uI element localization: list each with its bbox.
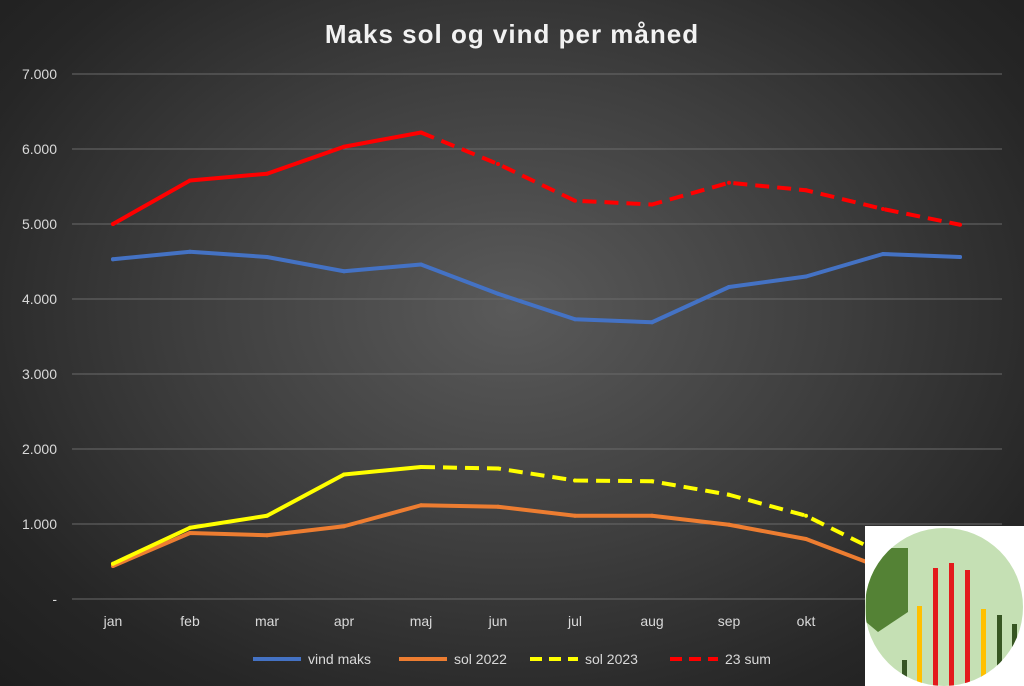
legend-item: 23 sum	[670, 651, 771, 667]
data-point	[419, 262, 423, 267]
data-point	[496, 291, 500, 296]
data-point	[111, 561, 115, 566]
data-point	[881, 207, 885, 211]
data-point	[804, 274, 808, 279]
data-point	[573, 198, 577, 203]
data-point	[573, 317, 577, 322]
logo-wing-shape	[866, 548, 908, 632]
data-point	[188, 531, 192, 535]
data-point	[496, 504, 500, 509]
data-point	[188, 249, 192, 254]
data-point	[650, 202, 654, 207]
y-tick-label: 7.000	[22, 66, 57, 82]
y-tick-label: 6.000	[22, 141, 57, 157]
data-point	[650, 479, 654, 484]
data-point	[419, 130, 423, 135]
logo-bar	[981, 609, 986, 686]
data-point	[265, 171, 269, 176]
legend-label: sol 2023	[585, 651, 638, 667]
series-line-dashed	[420, 465, 961, 586]
data-point	[188, 178, 192, 183]
data-point	[727, 492, 731, 497]
series-sol-2022	[111, 503, 962, 595]
x-tick-label: feb	[180, 613, 200, 629]
solar-wind-logo-icon	[865, 526, 1024, 686]
y-tick-label: 4.000	[22, 291, 57, 307]
legend-label: sol 2022	[454, 651, 507, 667]
series-lines	[111, 130, 962, 595]
gridlines	[72, 73, 1002, 600]
series-sol-2023	[111, 465, 962, 586]
data-point	[804, 188, 808, 193]
legend: vind maks sol 2022 sol 2023 23 sum	[253, 651, 771, 667]
series-vind-maks	[111, 249, 962, 325]
logo-bar	[997, 615, 1002, 686]
data-point	[419, 503, 423, 508]
y-tick-label: 2.000	[22, 441, 57, 457]
data-point	[958, 255, 962, 259]
y-axis-ticks: - 1.000 2.000 3.000 4.000 5.000 6.000 7.000	[22, 66, 57, 607]
data-point	[188, 525, 192, 530]
series-line-dashed	[420, 130, 961, 227]
x-tick-label: apr	[334, 613, 355, 629]
legend-label: 23 sum	[725, 651, 771, 667]
data-point	[111, 257, 115, 262]
x-tick-label: jul	[567, 613, 582, 629]
data-point	[111, 222, 115, 226]
legend-label: vind maks	[308, 651, 371, 667]
data-point	[265, 255, 269, 259]
x-axis-ticks: jan feb mar apr maj jun jul aug sep okt	[103, 613, 816, 629]
logo-bar	[949, 563, 954, 686]
legend-item: vind maks	[253, 651, 371, 667]
series-23-sum	[111, 130, 962, 227]
data-point	[342, 472, 346, 477]
data-point	[496, 162, 500, 166]
legend-item: sol 2023	[530, 651, 638, 667]
data-point	[573, 513, 577, 518]
chart-title: Maks sol og vind per måned	[325, 19, 699, 49]
x-tick-label: okt	[797, 613, 816, 629]
logo-bar	[933, 568, 938, 686]
data-point	[265, 533, 269, 538]
logo-bar	[902, 660, 907, 686]
data-point	[496, 466, 500, 471]
y-tick-label: -	[52, 591, 57, 607]
data-point	[881, 252, 885, 256]
x-tick-label: mar	[255, 613, 279, 629]
series-line	[111, 249, 962, 325]
legend-item: sol 2022	[399, 651, 507, 667]
data-point	[727, 522, 731, 527]
series-line	[111, 130, 423, 226]
data-point	[419, 465, 423, 469]
x-tick-label: jan	[103, 613, 123, 629]
logo-bar	[917, 606, 922, 686]
y-tick-label: 1.000	[22, 516, 57, 532]
data-point	[342, 269, 346, 274]
series-line	[111, 503, 962, 595]
data-point	[958, 222, 962, 227]
y-tick-label: 5.000	[22, 216, 57, 232]
data-point	[342, 524, 346, 529]
x-tick-label: aug	[640, 613, 663, 629]
data-point	[650, 320, 654, 325]
y-tick-label: 3.000	[22, 366, 57, 382]
x-tick-label: jun	[488, 613, 508, 629]
data-point	[265, 513, 269, 518]
logo-bar	[965, 570, 970, 686]
data-point	[650, 513, 654, 518]
data-point	[804, 513, 808, 518]
x-tick-label: sep	[718, 613, 741, 629]
data-point	[804, 537, 808, 541]
data-point	[727, 285, 731, 289]
data-point	[727, 180, 731, 185]
x-tick-label: maj	[410, 613, 433, 629]
data-point	[342, 144, 346, 149]
data-point	[573, 478, 577, 483]
